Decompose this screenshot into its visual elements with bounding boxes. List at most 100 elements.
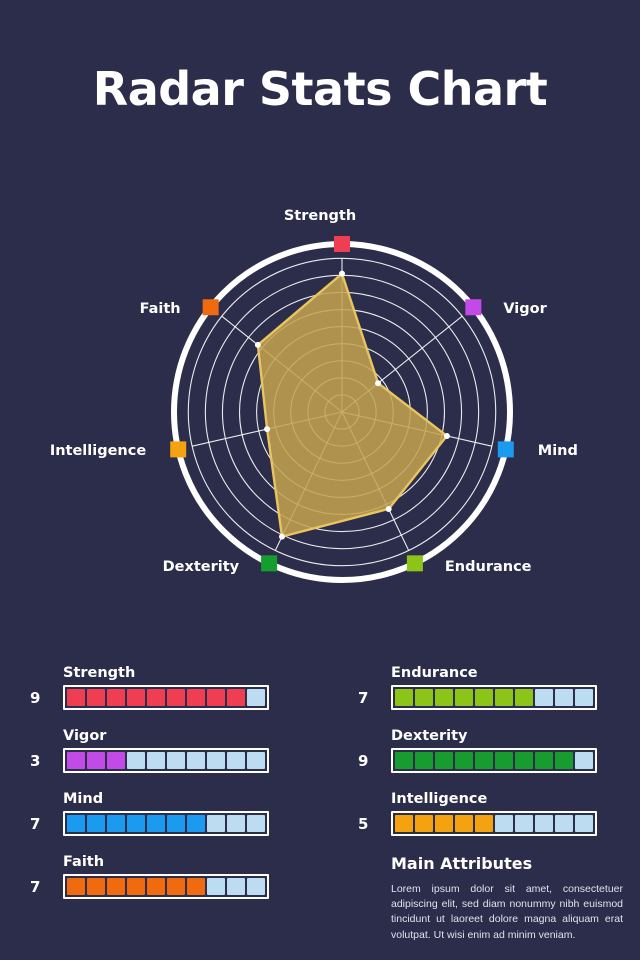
stats-column-left: Strength 9 Vigor 3 Mind 7 Faith 7 (30, 665, 300, 917)
axis-marker-faith[interactable] (202, 299, 219, 316)
stat-bar-endurance[interactable] (391, 685, 597, 710)
bar-segment-filled (207, 689, 225, 706)
radar-data-polygon (256, 272, 449, 538)
axis-marker-strength[interactable] (334, 236, 350, 252)
bar-segment-empty (495, 815, 513, 832)
bar-segment-filled (167, 689, 185, 706)
vertex-dot-endurance (385, 505, 392, 512)
stat-value-endurance: 7 (358, 688, 369, 707)
vertex-dot-intelligence (264, 426, 271, 433)
bar-segment-empty (575, 689, 593, 706)
stat-value-strength: 9 (30, 688, 41, 707)
bar-segment-filled (435, 815, 453, 832)
bar-segment-filled (167, 815, 185, 832)
stat-label-faith: Faith (63, 854, 105, 870)
axis-marker-dexterity[interactable] (261, 555, 278, 572)
bar-segment-empty (207, 752, 225, 769)
axis-label-mind: Mind (537, 443, 578, 460)
bar-segment-empty (187, 752, 205, 769)
bar-segment-filled (187, 815, 205, 832)
vertex-dot-dexterity (278, 533, 285, 540)
stat-block-endurance: Endurance 7 (358, 665, 628, 710)
stat-bar-dexterity[interactable] (391, 748, 597, 773)
bar-segment-filled (415, 815, 433, 832)
bar-segment-filled (87, 878, 105, 895)
main-attributes-body: Lorem ipsum dolor sit amet, consectetuer… (391, 883, 623, 941)
stat-label-dexterity: Dexterity (391, 728, 468, 744)
bar-segment-filled (67, 815, 85, 832)
axis-marker-mind[interactable] (497, 441, 514, 458)
bar-segment-filled (475, 689, 493, 706)
stat-row: 7 (30, 811, 300, 836)
stat-value-vigor: 3 (30, 751, 41, 770)
bar-segment-filled (187, 878, 205, 895)
bar-segment-filled (395, 689, 413, 706)
bar-segment-empty (147, 752, 165, 769)
page-title: Radar Stats Chart (92, 62, 548, 116)
bar-segment-filled (475, 752, 493, 769)
axis-marker-intelligence[interactable] (170, 441, 187, 458)
bar-segment-filled (67, 752, 85, 769)
bar-segment-empty (535, 689, 553, 706)
bar-segment-empty (575, 815, 593, 832)
stat-bar-mind[interactable] (63, 811, 269, 836)
bar-segment-filled (455, 815, 473, 832)
axis-marker-vigor[interactable] (465, 299, 482, 316)
stat-row: 5 (358, 811, 628, 836)
axis-label-faith: Faith (139, 301, 181, 318)
bar-segment-filled (107, 815, 125, 832)
stat-value-dexterity: 9 (358, 751, 369, 770)
bar-segment-filled (455, 752, 473, 769)
vertex-dot-faith (254, 341, 261, 348)
radar-axis-markers (170, 236, 514, 572)
bar-segment-empty (247, 752, 265, 769)
stat-row: 7 (30, 874, 300, 899)
stat-block-strength: Strength 9 (30, 665, 300, 710)
bar-segment-filled (495, 752, 513, 769)
stat-row: 9 (358, 748, 628, 773)
bar-segment-filled (435, 752, 453, 769)
bar-segment-filled (455, 689, 473, 706)
axis-label-endurance: Endurance (444, 559, 532, 576)
bar-segment-filled (415, 689, 433, 706)
bar-segment-filled (67, 878, 85, 895)
bar-segment-empty (515, 815, 533, 832)
axis-label-intelligence: Intelligence (49, 443, 147, 460)
bar-segment-empty (207, 815, 225, 832)
bar-segment-filled (535, 752, 553, 769)
bar-segment-filled (87, 815, 105, 832)
bar-segment-filled (227, 689, 245, 706)
bar-segment-filled (515, 752, 533, 769)
axis-label-dexterity: Dexterity (162, 559, 240, 576)
bar-segment-filled (495, 689, 513, 706)
bar-segment-empty (227, 815, 245, 832)
bar-segment-filled (147, 878, 165, 895)
vertex-dot-vigor (375, 380, 382, 387)
bar-segment-filled (415, 752, 433, 769)
stat-bar-intelligence[interactable] (391, 811, 597, 836)
bar-segment-empty (167, 752, 185, 769)
bar-segment-filled (107, 752, 125, 769)
stat-block-mind: Mind 7 (30, 791, 300, 836)
stat-bar-strength[interactable] (63, 685, 269, 710)
bar-segment-filled (167, 878, 185, 895)
stat-row: 9 (30, 685, 300, 710)
bar-segment-filled (395, 815, 413, 832)
axis-label-vigor: Vigor (503, 301, 547, 318)
axis-marker-endurance[interactable] (406, 555, 423, 572)
vertex-dot-strength (339, 270, 345, 277)
stat-label-intelligence: Intelligence (391, 791, 488, 807)
bar-segment-empty (227, 878, 245, 895)
bar-segment-empty (555, 815, 573, 832)
stats-column-right: Endurance 7 Dexterity 9 Intelligence 5 Main A… (358, 665, 628, 943)
stat-label-vigor: Vigor (63, 728, 107, 744)
bar-segment-empty (247, 815, 265, 832)
bar-segment-filled (107, 878, 125, 895)
axis-label-strength: Strength (283, 208, 357, 224)
stat-bar-faith[interactable] (63, 874, 269, 899)
bar-segment-filled (127, 689, 145, 706)
stat-bar-vigor[interactable] (63, 748, 269, 773)
bar-segment-filled (87, 689, 105, 706)
bar-segment-empty (227, 752, 245, 769)
bar-segment-filled (107, 689, 125, 706)
